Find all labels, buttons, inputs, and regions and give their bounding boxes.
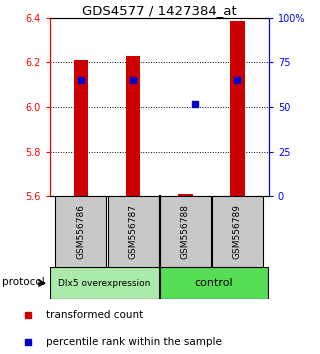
Bar: [74, 60, 88, 196]
Text: Dlx5 overexpression: Dlx5 overexpression: [59, 279, 151, 288]
Bar: [55, 196, 107, 267]
Bar: [230, 21, 245, 196]
Text: percentile rank within the sample: percentile rank within the sample: [46, 337, 222, 347]
Text: control: control: [195, 278, 233, 288]
Bar: [212, 196, 263, 267]
Text: GSM556789: GSM556789: [233, 204, 242, 259]
Text: transformed count: transformed count: [46, 310, 144, 320]
Text: GSM556788: GSM556788: [181, 204, 190, 259]
Bar: [160, 267, 268, 299]
Bar: [160, 196, 211, 267]
Bar: [50, 267, 159, 299]
Text: GSM556787: GSM556787: [129, 204, 138, 259]
Text: protocol: protocol: [2, 276, 45, 287]
Bar: [126, 56, 140, 196]
Bar: [178, 194, 193, 196]
Text: GSM556786: GSM556786: [76, 204, 85, 259]
Bar: [108, 196, 159, 267]
Title: GDS4577 / 1427384_at: GDS4577 / 1427384_at: [82, 4, 236, 17]
